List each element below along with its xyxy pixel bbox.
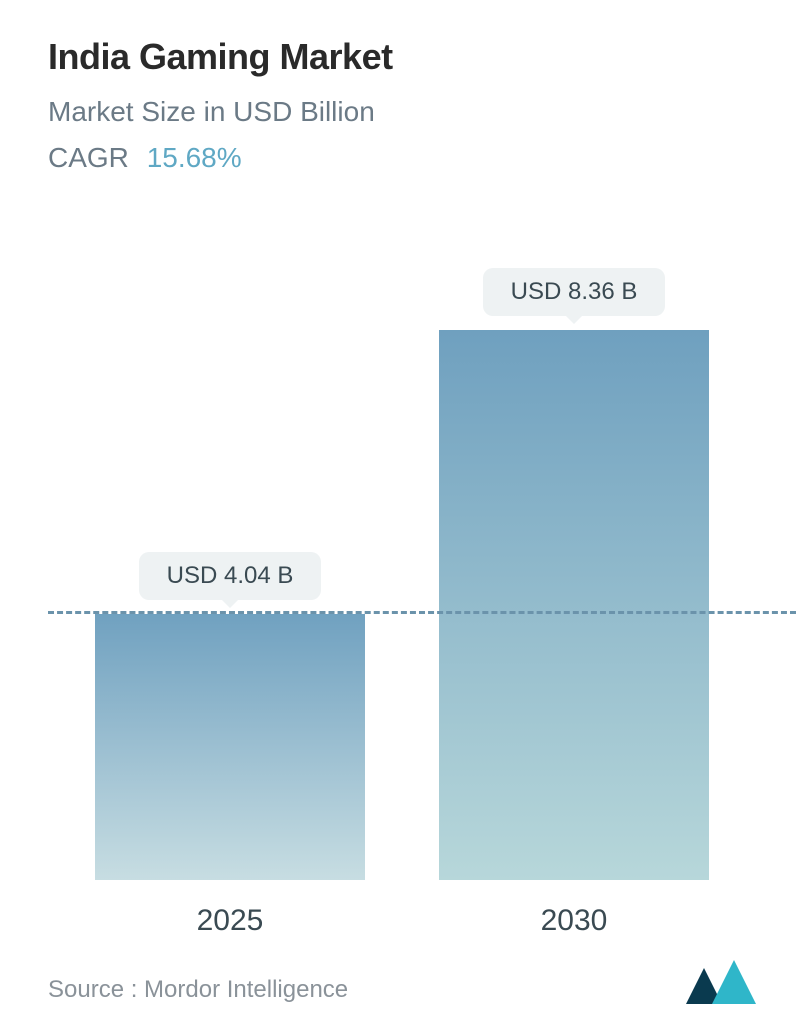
chart-subtitle: Market Size in USD Billion	[48, 96, 756, 128]
bars-container: USD 4.04 B USD 8.36 B	[48, 194, 756, 880]
chart-title: India Gaming Market	[48, 36, 756, 78]
chart-plot-area: USD 4.04 B USD 8.36 B 2025 2030	[48, 194, 756, 950]
cagr-row: CAGR 15.68%	[48, 142, 756, 174]
mordor-logo-icon	[686, 960, 756, 1004]
value-label-2025: USD 4.04 B	[139, 552, 322, 600]
bar-group-2030: USD 8.36 B	[424, 268, 724, 880]
x-label-2030: 2030	[424, 904, 724, 938]
x-label-2025: 2025	[80, 904, 380, 938]
source-attribution: Source : Mordor Intelligence	[48, 976, 348, 1004]
bar-2025	[95, 614, 365, 880]
reference-dashed-line	[48, 611, 796, 614]
cagr-label: CAGR	[48, 142, 129, 173]
cagr-value: 15.68%	[147, 142, 242, 173]
x-axis-labels: 2025 2030	[48, 904, 756, 938]
logo-shape-light	[712, 960, 756, 1004]
bar-group-2025: USD 4.04 B	[80, 552, 380, 880]
value-label-2030: USD 8.36 B	[483, 268, 666, 316]
bar-2030	[439, 330, 709, 880]
